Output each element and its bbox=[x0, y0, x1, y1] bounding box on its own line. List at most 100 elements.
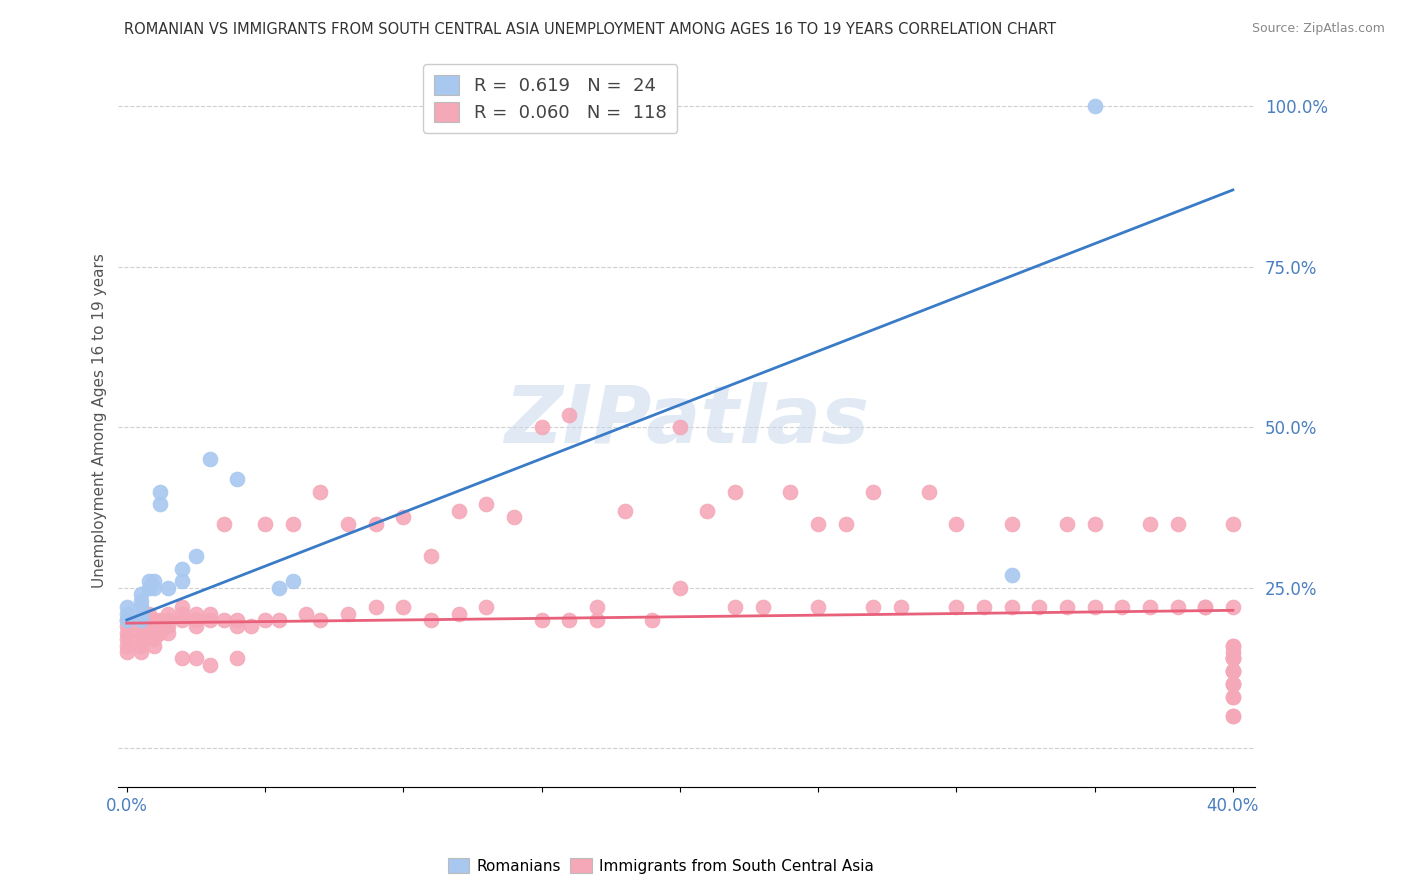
Point bbox=[267, 613, 290, 627]
Point bbox=[129, 619, 152, 633]
Point bbox=[143, 581, 166, 595]
Point bbox=[392, 600, 415, 615]
Point bbox=[226, 619, 249, 633]
Point bbox=[170, 574, 193, 589]
Point bbox=[157, 607, 180, 621]
Point bbox=[336, 607, 359, 621]
Point bbox=[1111, 600, 1133, 615]
Point bbox=[364, 600, 387, 615]
Point bbox=[129, 639, 152, 653]
Point bbox=[115, 645, 138, 659]
Point bbox=[419, 613, 441, 627]
Point bbox=[586, 600, 609, 615]
Point bbox=[336, 516, 359, 531]
Point bbox=[149, 498, 172, 512]
Point bbox=[198, 657, 221, 672]
Point bbox=[129, 625, 152, 640]
Point bbox=[1222, 665, 1244, 679]
Point bbox=[281, 574, 304, 589]
Point bbox=[696, 504, 718, 518]
Point bbox=[138, 581, 160, 595]
Legend: Romanians, Immigrants from South Central Asia: Romanians, Immigrants from South Central… bbox=[441, 852, 880, 880]
Point bbox=[558, 408, 581, 422]
Point bbox=[129, 645, 152, 659]
Point bbox=[129, 593, 152, 607]
Point bbox=[364, 516, 387, 531]
Point bbox=[115, 619, 138, 633]
Point bbox=[1194, 600, 1216, 615]
Point bbox=[143, 639, 166, 653]
Point bbox=[1084, 99, 1107, 113]
Point bbox=[115, 625, 138, 640]
Point bbox=[129, 607, 152, 621]
Point bbox=[184, 619, 207, 633]
Point bbox=[669, 581, 692, 595]
Point bbox=[115, 632, 138, 647]
Point bbox=[295, 607, 318, 621]
Point bbox=[530, 613, 553, 627]
Point bbox=[862, 484, 884, 499]
Point bbox=[1222, 677, 1244, 691]
Point bbox=[253, 516, 276, 531]
Point bbox=[226, 613, 249, 627]
Point bbox=[1222, 690, 1244, 704]
Point bbox=[613, 504, 636, 518]
Point bbox=[558, 613, 581, 627]
Point bbox=[724, 600, 747, 615]
Point bbox=[157, 619, 180, 633]
Point bbox=[1084, 600, 1107, 615]
Point bbox=[184, 549, 207, 563]
Point bbox=[530, 420, 553, 434]
Point bbox=[115, 600, 138, 615]
Point bbox=[641, 613, 664, 627]
Point bbox=[1167, 600, 1189, 615]
Point bbox=[226, 472, 249, 486]
Point bbox=[1222, 665, 1244, 679]
Point bbox=[170, 651, 193, 665]
Point bbox=[724, 484, 747, 499]
Point bbox=[129, 600, 152, 615]
Point bbox=[779, 484, 801, 499]
Point bbox=[115, 613, 138, 627]
Point bbox=[212, 516, 235, 531]
Point bbox=[149, 613, 172, 627]
Point bbox=[1194, 600, 1216, 615]
Point bbox=[586, 613, 609, 627]
Point bbox=[170, 561, 193, 575]
Point bbox=[945, 600, 967, 615]
Point bbox=[143, 574, 166, 589]
Point bbox=[1001, 568, 1024, 582]
Point bbox=[1001, 600, 1024, 615]
Point bbox=[138, 613, 160, 627]
Point bbox=[149, 625, 172, 640]
Point bbox=[281, 516, 304, 531]
Point bbox=[1222, 600, 1244, 615]
Point bbox=[1056, 600, 1078, 615]
Point bbox=[184, 613, 207, 627]
Point bbox=[1222, 677, 1244, 691]
Text: ZIPatlas: ZIPatlas bbox=[505, 382, 869, 460]
Point bbox=[157, 581, 180, 595]
Point bbox=[138, 619, 160, 633]
Point bbox=[184, 607, 207, 621]
Point bbox=[475, 498, 498, 512]
Point bbox=[170, 600, 193, 615]
Point bbox=[392, 510, 415, 524]
Point bbox=[862, 600, 884, 615]
Point bbox=[129, 587, 152, 601]
Point bbox=[1056, 516, 1078, 531]
Point bbox=[115, 613, 138, 627]
Point bbox=[170, 613, 193, 627]
Point bbox=[1222, 709, 1244, 723]
Point bbox=[212, 613, 235, 627]
Point bbox=[1222, 645, 1244, 659]
Point bbox=[1222, 651, 1244, 665]
Point bbox=[973, 600, 995, 615]
Point bbox=[240, 619, 263, 633]
Text: Source: ZipAtlas.com: Source: ZipAtlas.com bbox=[1251, 22, 1385, 36]
Point bbox=[1139, 600, 1161, 615]
Point bbox=[1222, 651, 1244, 665]
Point bbox=[419, 549, 441, 563]
Point bbox=[198, 452, 221, 467]
Point bbox=[1084, 516, 1107, 531]
